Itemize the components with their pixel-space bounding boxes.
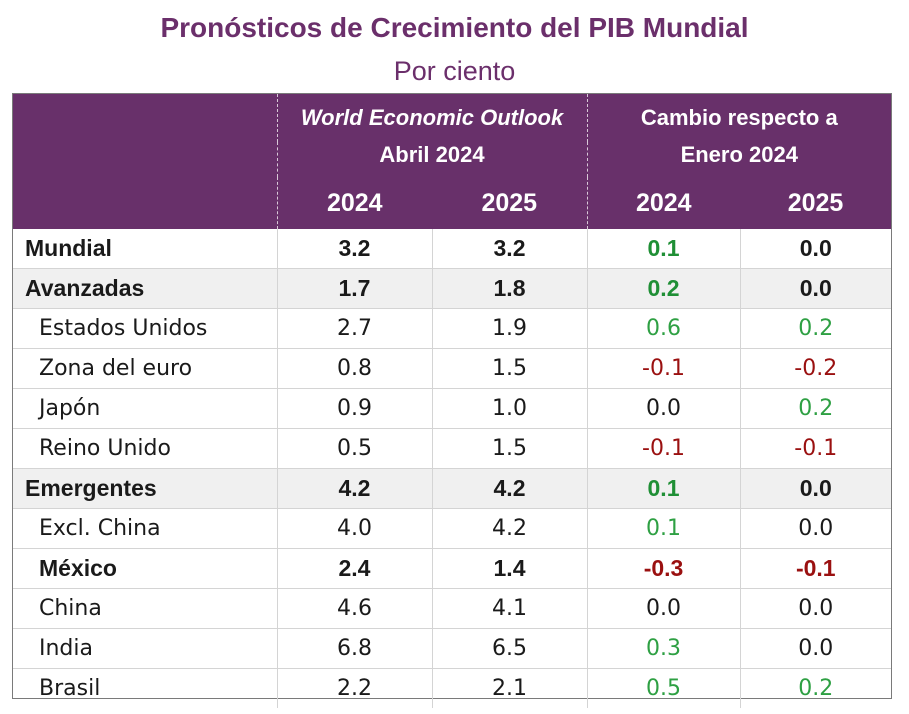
- table-cell: 3.2: [431, 229, 588, 269]
- table-cell: 0.0: [739, 268, 892, 309]
- table-cell: 4.6: [276, 588, 432, 629]
- row-label: México: [13, 548, 277, 589]
- table-cell: 6.5: [431, 628, 588, 669]
- table-cell: 2.2: [276, 668, 432, 708]
- table-cell: 0.5: [586, 668, 741, 708]
- header-weo-edition: Abril 2024: [276, 142, 588, 177]
- header-corner: [13, 94, 277, 229]
- table-cell: -0.3: [586, 548, 741, 589]
- table-cell: 0.8: [276, 348, 432, 389]
- header-year-change-2024: 2024: [586, 177, 741, 229]
- table-cell: 1.8: [431, 268, 588, 309]
- table-cell: 2.7: [276, 308, 432, 349]
- table-cell: 0.6: [586, 308, 741, 349]
- table-cell: 0.2: [739, 308, 892, 349]
- table-cell: 0.0: [739, 508, 892, 549]
- table-cell: -0.1: [586, 428, 741, 469]
- table-cell: 1.5: [431, 428, 588, 469]
- row-label: China: [13, 588, 277, 629]
- forecast-table: World Economic Outlook Cambio respecto a…: [13, 94, 892, 708]
- table-row: Estados Unidos 2.7 1.9 0.6 0.2: [13, 308, 892, 349]
- table-cell: 0.0: [586, 588, 741, 629]
- header-year-change-2025: 2025: [740, 177, 892, 229]
- table-cell: 2.4: [276, 548, 432, 589]
- row-label: Reino Unido: [13, 428, 277, 469]
- table-cell: 0.0: [586, 388, 741, 429]
- table-cell: 0.1: [586, 508, 741, 549]
- table-row: Mundial 3.2 3.2 0.1 0.0: [13, 229, 892, 269]
- table-cell: 1.0: [431, 388, 588, 429]
- table-row: Emergentes 4.2 4.2 0.1 0.0: [13, 468, 892, 509]
- table-cell: 0.0: [739, 588, 892, 629]
- table-cell: 0.1: [586, 468, 741, 509]
- table-cell: 1.7: [276, 268, 432, 309]
- table-cell: 0.2: [739, 388, 892, 429]
- row-label: Mundial: [13, 229, 277, 269]
- row-label: Brasil: [39, 676, 101, 701]
- header-change-title: Cambio respecto a: [586, 94, 892, 142]
- table-cell: 0.3: [586, 628, 741, 669]
- table-cell: 4.0: [276, 508, 432, 549]
- table-row: India 6.8 6.5 0.3 0.0: [13, 628, 892, 669]
- table-row: China 4.6 4.1 0.0 0.0: [13, 588, 892, 629]
- table-row: México 2.4 1.4 -0.3 -0.1: [13, 548, 892, 589]
- table-row: Japón 0.9 1.0 0.0 0.2: [13, 388, 892, 429]
- table-cell: 1.9: [431, 308, 588, 349]
- table-cell: 4.2: [431, 468, 588, 509]
- table-cell: 4.1: [431, 588, 588, 629]
- header-change-reference: Enero 2024: [586, 142, 892, 177]
- table-cell: -0.1: [586, 348, 741, 389]
- row-label: India: [13, 628, 277, 669]
- row-label: Emergentes: [13, 468, 277, 509]
- table-cell: -0.1: [739, 548, 892, 589]
- table-cell: -0.2: [739, 348, 892, 389]
- table-row: Excl. China 4.0 4.2 0.1 0.0: [13, 508, 892, 549]
- table-row: Avanzadas 1.7 1.8 0.2 0.0: [13, 268, 892, 309]
- forecast-table-frame: World Economic Outlook Cambio respecto a…: [12, 93, 892, 708]
- table-cell: 0.2: [586, 268, 741, 309]
- table-cell: 0.0: [739, 628, 892, 669]
- table-cell: 2.1: [431, 668, 588, 708]
- table-row: Reino Unido 0.5 1.5 -0.1 -0.1: [13, 428, 892, 469]
- table-cell: 0.5: [276, 428, 432, 469]
- row-label: Excl. China: [13, 508, 277, 549]
- table-cell: -0.1: [739, 428, 892, 469]
- table-cell: 6.8: [276, 628, 432, 669]
- table-cell: 0.0: [739, 229, 892, 269]
- header-weo-title: World Economic Outlook: [276, 94, 588, 142]
- row-label: Avanzadas: [13, 268, 277, 309]
- table-cell: 0.9: [276, 388, 432, 429]
- table-row: Brasil 2.2 2.1 0.5 0.2: [13, 668, 892, 708]
- chart-title: Pronósticos de Crecimiento del PIB Mundi…: [160, 12, 749, 43]
- table-cell: 0.0: [739, 468, 892, 509]
- table-row: Zona del euro 0.8 1.5 -0.1 -0.2: [13, 348, 892, 389]
- table-cell: 1.4: [431, 548, 588, 589]
- table-cell: 1.5: [431, 348, 588, 389]
- table-cell: 4.2: [276, 468, 432, 509]
- row-label: Zona del euro: [13, 348, 277, 389]
- table-cell: 0.1: [586, 229, 741, 269]
- header-year-weo-2025: 2025: [432, 177, 588, 229]
- chart-subtitle: Por ciento: [393, 56, 516, 86]
- header-year-weo-2024: 2024: [276, 177, 432, 229]
- table-cell: 3.2: [276, 229, 432, 269]
- table-cell: 0.2: [739, 668, 892, 708]
- row-label: Estados Unidos: [13, 308, 277, 349]
- table-cell: 4.2: [431, 508, 588, 549]
- row-label: Japón: [13, 388, 277, 429]
